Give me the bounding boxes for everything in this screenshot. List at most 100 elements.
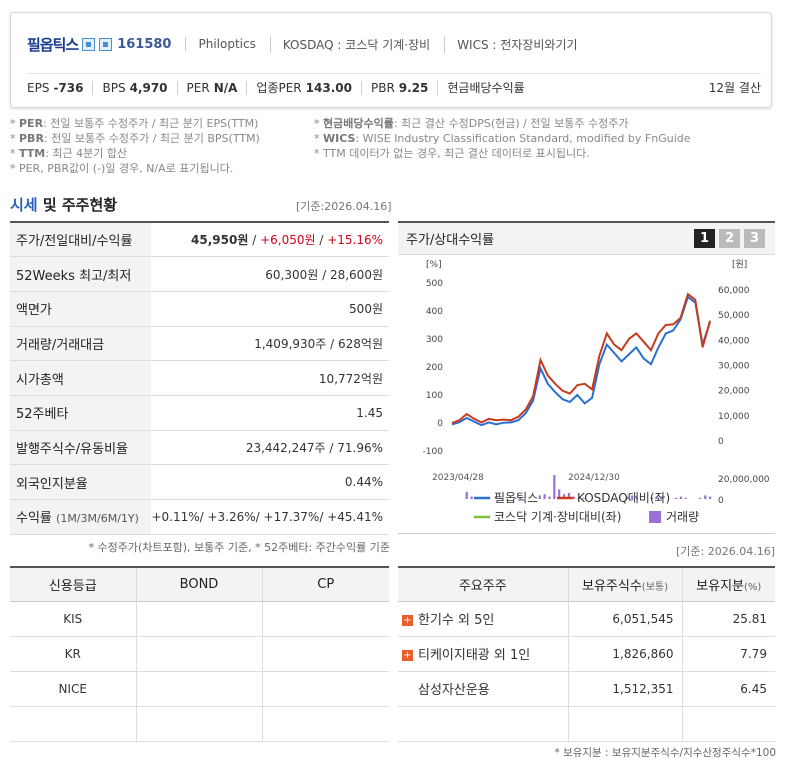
table-header-row: 신용등급 BOND CP [10, 567, 389, 602]
holder-name[interactable]: + 티케이지태광 외 1인 [398, 636, 569, 672]
agency: KR [10, 636, 137, 672]
table-row: 액면가 500원 [10, 291, 389, 327]
metric-bps: BPS 4,970 [92, 80, 176, 95]
note-ttm: * TTM: 최근 4분기 합산 [10, 147, 128, 160]
chart-title: 주가/상대수익률 [406, 233, 495, 248]
table-header-row: 주요주주 보유주식수(보통) 보유지분(%) [398, 567, 775, 602]
left-tick-label: 500 [426, 279, 443, 289]
row-label: 주가/전일대비/수익률 [10, 222, 151, 258]
volume-bar [572, 496, 575, 499]
settlement-month: 12월 결산 [708, 81, 761, 95]
expand-plus-icon[interactable]: + [402, 650, 413, 661]
table-row: KR [10, 636, 389, 672]
legend-volume: 거래량 [666, 510, 699, 524]
right-tick-label: 20,000 [718, 387, 750, 397]
holder-shares: 1,826,860 [568, 636, 683, 672]
row-label: 52주베타 [10, 395, 151, 431]
notes-right: * 현금배당수익률: 최근 결산 수정DPS(현금) / 전일 보통주 수정주가… [314, 116, 691, 161]
volume-bar [494, 496, 498, 499]
table-row [398, 706, 775, 742]
holders-footnote: * 보유지분 : 보유지분주식수/지수산정주식수*100 [554, 747, 776, 759]
table-row: + 한기수 외 5인 6,051,545 25.81 [398, 601, 775, 637]
series-line-0 [451, 295, 711, 427]
row-label: 시가총액 [10, 360, 151, 396]
x-label-start: 2023/04/28 [432, 473, 484, 483]
table-row: KIS [10, 601, 389, 637]
left-tick-label: 100 [426, 391, 443, 401]
table-row: + 티케이지태광 외 1인 1,826,860 7.79 [398, 636, 775, 672]
note-negative: * PER, PBR값이 (-)일 경우, N/A로 표기됩니다. [10, 162, 234, 175]
legend-kosdaq: KOSDAQ대비(좌) [577, 491, 670, 505]
holders-base-date: [기준: 2026.04.16] [675, 545, 775, 558]
volume-bar [699, 497, 702, 499]
volume-bar [650, 497, 653, 499]
note-pbr: * PBR: 전일 보통주 수정주가 / 최근 분기 BPS(TTM) [10, 132, 260, 145]
volume-bar [519, 497, 522, 499]
cp-rating [262, 601, 389, 637]
price-table: 주가/전일대비/수익률 45,950원 / +6,050원 / +15.16% … [10, 221, 389, 535]
chart-page-1[interactable]: 1 [694, 229, 715, 248]
holder-stake: 6.45 [682, 671, 775, 707]
table-row: 52주베타 1.45 [10, 395, 389, 431]
agency: KIS [10, 601, 137, 637]
col-stake: 보유지분(%) [682, 567, 775, 602]
base-date: [기준:2026.04.16] [296, 200, 392, 213]
col-credit-rating: 신용등급 [10, 567, 137, 602]
col-bond: BOND [136, 567, 263, 602]
volume-bar [674, 497, 678, 499]
price-footnote: * 수정주가(차트포함), 보통주 기준, * 52주베타: 주간수익률 기준 [88, 541, 390, 554]
right-tick-label: 40,000 [718, 336, 750, 346]
metric-sector-per: 업종PER 143.00 [246, 80, 361, 95]
left-tick-label: 0 [437, 419, 443, 429]
x-label-mid: 2024/12/30 [568, 473, 620, 483]
holder-shares: 6,051,545 [568, 601, 683, 637]
volume-bar [553, 475, 556, 499]
chart-pager: 1 2 3 [694, 229, 775, 248]
metric-per: PER N/A [176, 80, 247, 95]
metric-pbr: PBR 9.25 [360, 80, 437, 95]
metric-dividend-yield: 현금배당수익률 [437, 80, 537, 95]
bond-rating [136, 636, 263, 672]
volume-bar [514, 497, 517, 499]
left-tick-label: 200 [426, 363, 443, 373]
holder-stake: 25.81 [682, 601, 775, 637]
table-row: 수익률 (1M/3M/6M/1Y) +0.11%/ +3.26%/ +17.37… [10, 499, 389, 535]
chart-page-3[interactable]: 3 [744, 229, 765, 248]
legend-philoptics: 필옵틱스 [494, 491, 538, 505]
chart-page-2[interactable]: 2 [719, 229, 740, 248]
table-row: 52Weeks 최고/최저 60,300원 / 28,600원 [10, 256, 389, 292]
row-value: 23,442,247주 / 71.96% [151, 430, 389, 466]
cp-rating [262, 671, 389, 707]
holder-name [398, 706, 569, 742]
expand-plus-icon[interactable]: + [402, 615, 413, 626]
row-value: +0.11%/ +3.26%/ +17.37%/ +45.41% [151, 499, 389, 535]
english-name: Philoptics [185, 37, 256, 51]
right-tick-label: 60,000 [718, 286, 750, 296]
summary-box: 필옵틱스 161580 Philoptics KOSDAQ : 코스닥 기계·장… [10, 12, 772, 108]
table-row: 주가/전일대비/수익률 45,950원 / +6,050원 / +15.16% [10, 222, 389, 258]
summary-top-row: 필옵틱스 161580 Philoptics KOSDAQ : 코스닥 기계·장… [27, 33, 747, 55]
holder-shares [568, 706, 683, 742]
metric-eps: EPS -736 [27, 80, 84, 95]
ir-icon[interactable] [99, 37, 113, 51]
legend-swatch-volume [649, 511, 661, 523]
note-ttm-fallback: * TTM 데이터가 없는 경우, 최근 결산 데이터로 표시됩니다. [314, 147, 590, 160]
major-shareholders-table: 주요주주 보유주식수(보통) 보유지분(%) + 한기수 외 5인 6,051,5… [398, 566, 775, 742]
col-holder: 주요주주 [398, 567, 569, 602]
table-row: 발행주식수/유동비율 23,442,247주 / 71.96% [10, 430, 389, 466]
note-wics: * WICS: WISE Industry Classification Sta… [314, 132, 691, 145]
bond-rating [136, 671, 263, 707]
company-name[interactable]: 필옵틱스 [27, 35, 79, 54]
note-dividend: * 현금배당수익률: 최근 결산 수정DPS(현금) / 전일 보통주 수정주가 [314, 117, 629, 130]
volume-bar [543, 494, 546, 499]
home-icon[interactable] [82, 37, 96, 51]
section-title: 시세 및 주주현황 [10, 196, 118, 214]
volume-bar [709, 496, 712, 499]
row-label: 거래량/거래대금 [10, 326, 151, 362]
holder-name[interactable]: + 한기수 외 5인 [398, 601, 569, 637]
volume-bar [655, 497, 658, 499]
left-tick-label: 400 [426, 307, 443, 317]
holder-shares: 1,512,351 [568, 671, 683, 707]
chart-header: 주가/상대수익률 1 2 3 [398, 223, 775, 255]
note-per: * PER: 전일 보통주 수정주가 / 최근 분기 EPS(TTM) [10, 117, 259, 130]
